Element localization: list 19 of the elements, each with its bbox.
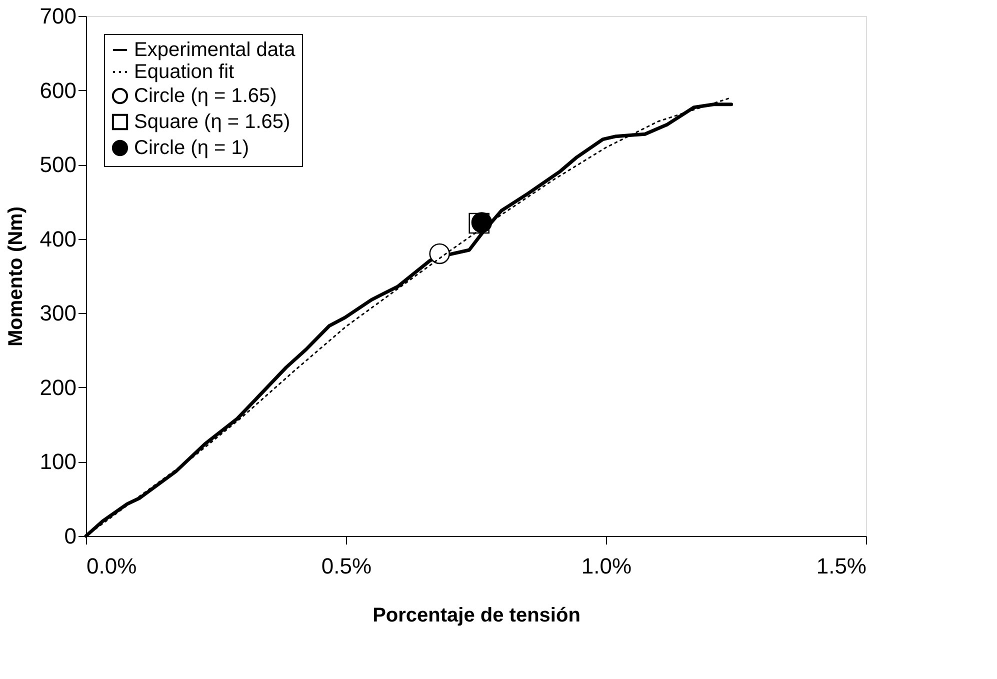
y-tick-label: 100 [40,449,76,474]
x-tick-label: 0.0% [86,554,137,578]
y-tick-label: 400 [40,226,76,252]
x-axis-title: Porcentaje de tensión [372,604,580,626]
legend-label: Experimental data [134,39,296,61]
y-axis-title: Momento (Nm) [4,206,27,346]
y-tick-label: 300 [40,300,76,326]
legend-label: Square (η = 1.65) [134,111,290,133]
legend-label: Circle (η = 1.65) [134,85,277,107]
y-tick-label: 0 [64,524,76,548]
x-tick-label: 1.0% [581,554,632,578]
x-tick-label: 0.5% [321,554,372,578]
legend-label: Circle (η = 1) [134,137,250,159]
x-tick-label: 1.5% [816,554,866,578]
legend-label: Equation fit [134,61,235,83]
y-tick-label: 700 [40,4,76,28]
y-tick-label: 200 [40,374,76,400]
y-tick-label: 500 [40,152,76,178]
y-tick-label: 600 [40,78,76,103]
